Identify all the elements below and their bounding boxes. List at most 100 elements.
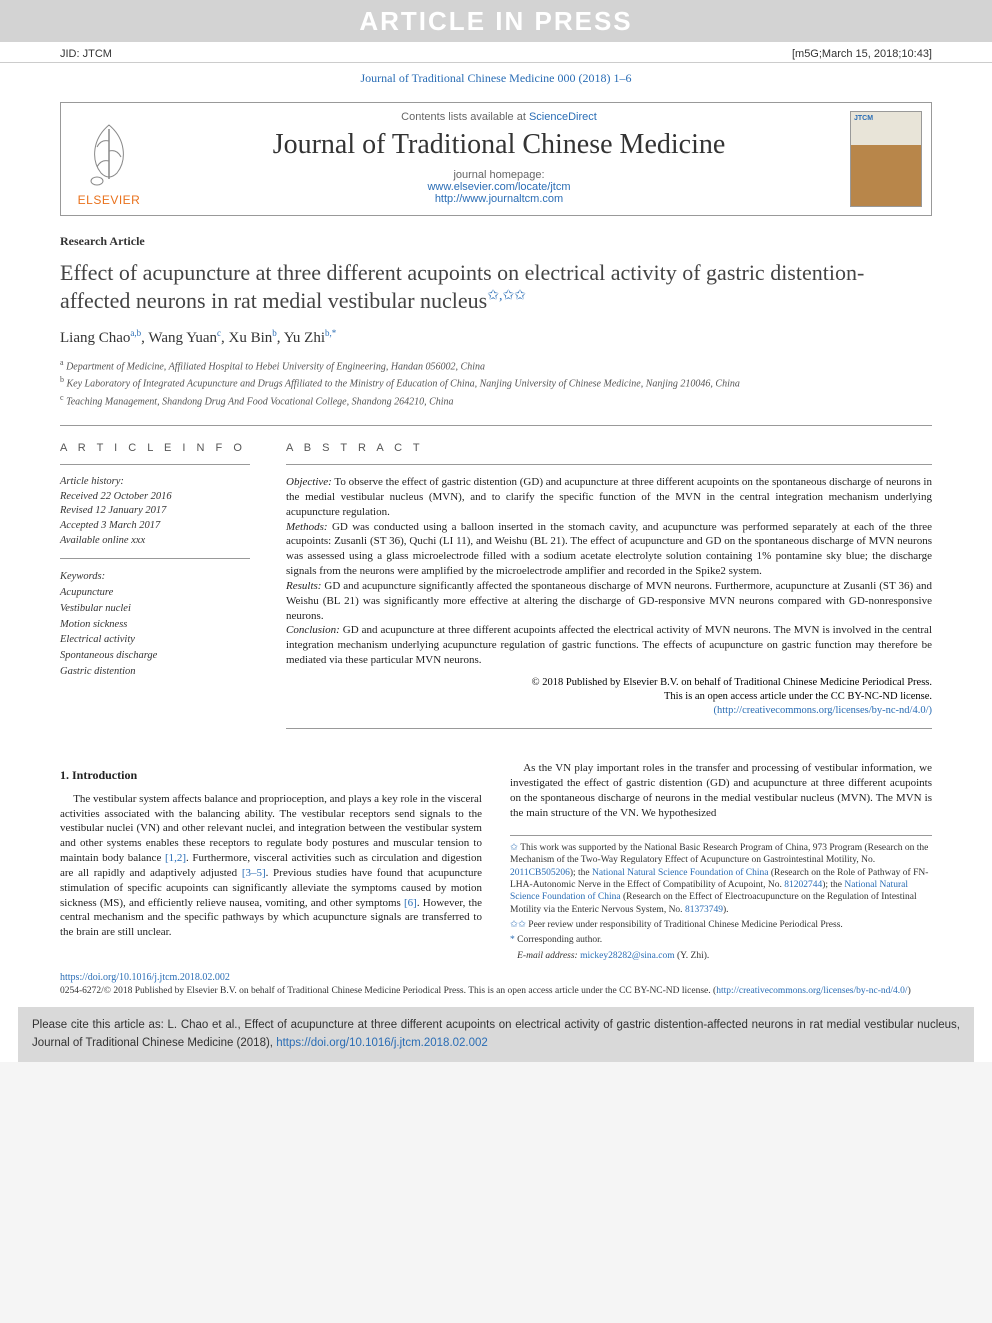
email-link[interactable]: mickey28282@sina.com — [580, 951, 675, 961]
homepage-block: journal homepage: www.elsevier.com/locat… — [165, 169, 833, 205]
author-1: Liang Chao — [60, 330, 130, 346]
abstract-text: Objective: To observe the effect of gast… — [286, 475, 932, 668]
article-content: Research Article Effect of acupuncture a… — [0, 216, 992, 962]
article-history: Article history: Received 22 October 201… — [60, 475, 250, 548]
affiliation-c: c Teaching Management, Shandong Drug And… — [60, 392, 932, 409]
grant-link-1[interactable]: 2011CB505206 — [510, 868, 570, 878]
watermark-banner: ARTICLE IN PRESS — [0, 0, 992, 42]
history-revised: Revised 12 January 2017 — [60, 504, 250, 519]
abs-results: GD and acupuncture significantly affecte… — [286, 580, 932, 622]
footnote-doublestar-icon: ✩✩ — [510, 920, 526, 930]
cover-label: JTCM — [854, 115, 873, 122]
title-text: Effect of acupuncture at three different… — [60, 260, 864, 313]
author-4: Yu Zhi — [284, 330, 325, 346]
fn-peer-text: Peer review under responsibility of Trad… — [528, 920, 843, 930]
contents-line: Contents lists available at ScienceDirec… — [165, 111, 833, 123]
footnote-email: E-mail address: mickey28282@sina.com (Y.… — [510, 950, 932, 962]
grant-link-2[interactable]: 81202744 — [784, 880, 822, 890]
keyword-1: Vestibular nuclei — [60, 601, 250, 617]
copyright-line-1: © 2018 Published by Elsevier B.V. on beh… — [286, 676, 932, 690]
abstract-rule-top — [286, 464, 932, 465]
affiliations: a Department of Medicine, Affiliated Hos… — [60, 357, 932, 409]
fn-corr-label: Corresponding author. — [517, 935, 602, 945]
page: ARTICLE IN PRESS JID: JTCM [m5G;March 15… — [0, 0, 992, 1062]
author-1-affil: a,b — [130, 328, 141, 338]
affiliation-c-text: Teaching Management, Shandong Drug And F… — [66, 396, 453, 407]
keyword-4: Spontaneous discharge — [60, 648, 250, 664]
body-columns: 1. Introduction The vestibular system af… — [60, 761, 932, 961]
footnote-funding: ✩ This work was supported by the Nationa… — [510, 842, 932, 916]
citation-box: Please cite this article as: L. Chao et … — [18, 1007, 974, 1062]
fn-m1: ); the — [570, 868, 592, 878]
introduction-heading: 1. Introduction — [60, 767, 482, 783]
elsevier-label: ELSEVIER — [78, 193, 141, 207]
keywords-block: Keywords: Acupuncture Vestibular nuclei … — [60, 569, 250, 679]
homepage-link-1[interactable]: www.elsevier.com/locate/jtcm — [165, 181, 833, 193]
ref-1-2[interactable]: [1,2] — [165, 852, 186, 864]
article-type-label: Research Article — [60, 234, 932, 249]
journal-title: Journal of Traditional Chinese Medicine — [165, 129, 833, 161]
cite-text: Please cite this article as: L. Chao et … — [32, 1019, 960, 1048]
license-close: ) — [908, 986, 911, 996]
license-link[interactable]: (http://creativecommons.org/licenses/by-… — [713, 705, 932, 716]
authors-line: Liang Chaoa,b, Wang Yuanc, Xu Binb, Yu Z… — [60, 328, 932, 347]
author-4-affil: b, — [325, 328, 332, 338]
keyword-2: Motion sickness — [60, 617, 250, 633]
nnsf-link-1[interactable]: National Natural Science Foundation of C… — [592, 868, 769, 878]
article-info-heading: a r t i c l e i n f o — [60, 442, 250, 454]
abs-objective-label: Objective: — [286, 476, 332, 488]
license-url[interactable]: http://creativecommons.org/licenses/by-n… — [716, 986, 907, 996]
abs-methods-label: Methods: — [286, 521, 328, 533]
homepage-link-2[interactable]: http://www.journaltcm.com — [165, 193, 833, 205]
doi-link[interactable]: https://doi.org/10.1016/j.jtcm.2018.02.0… — [60, 972, 230, 983]
copyright-block: © 2018 Published by Elsevier B.V. on beh… — [286, 676, 932, 719]
keyword-3: Electrical activity — [60, 632, 250, 648]
article-title: Effect of acupuncture at three different… — [60, 259, 932, 314]
fn-m3: ); the — [822, 880, 844, 890]
journal-reference: Journal of Traditional Chinese Medicine … — [0, 63, 992, 94]
affiliation-b-text: Key Laboratory of Integrated Acupuncture… — [67, 379, 740, 390]
info-rule-2 — [60, 558, 250, 559]
corresponding-mark: * — [332, 328, 337, 338]
keywords-label: Keywords: — [60, 569, 250, 585]
author-3-affil: b — [272, 328, 277, 338]
cite-doi-link[interactable]: https://doi.org/10.1016/j.jtcm.2018.02.0… — [276, 1037, 488, 1049]
cover-box: JTCM — [841, 103, 931, 215]
intro-paragraph-2: As the VN play important roles in the tr… — [510, 761, 932, 820]
footnotes: ✩ This work was supported by the Nationa… — [510, 835, 932, 962]
abs-conclusion-label: Conclusion: — [286, 624, 340, 636]
jid-row: JID: JTCM [m5G;March 15, 2018;10:43] — [0, 42, 992, 63]
history-accepted: Accepted 3 March 2017 — [60, 519, 250, 534]
email-label: E-mail address: — [517, 951, 578, 961]
abs-methods: GD was conducted using a balloon inserte… — [286, 521, 932, 578]
footnote-star-icon: ✩ — [510, 843, 518, 853]
jid-right: [m5G;March 15, 2018;10:43] — [792, 48, 932, 60]
info-rule-1 — [60, 464, 250, 465]
email-who: (Y. Zhi). — [675, 951, 710, 961]
abstract-rule-bottom — [286, 728, 932, 729]
sciencedirect-link[interactable]: ScienceDirect — [529, 111, 597, 123]
license-line: 0254-6272/© 2018 Published by Elsevier B… — [60, 985, 932, 997]
contents-prefix: Contents lists available at — [401, 111, 529, 123]
elsevier-tree-icon — [77, 117, 141, 189]
grant-link-3[interactable]: 81373749 — [685, 905, 723, 915]
ref-3-5[interactable]: [3–5] — [242, 867, 266, 879]
author-3: Xu Bin — [229, 330, 273, 346]
history-label: Article history: — [60, 475, 250, 490]
intro-paragraph-1: The vestibular system affects balance an… — [60, 792, 482, 940]
affiliation-a: a Department of Medicine, Affiliated Hos… — [60, 357, 932, 374]
keyword-0: Acupuncture — [60, 585, 250, 601]
author-2: Wang Yuan — [148, 330, 217, 346]
fn-pre: This work was supported by the National … — [510, 843, 928, 865]
abs-objective: To observe the effect of gastric distent… — [286, 476, 932, 518]
title-footnote-marks: ✩,✩✩ — [487, 288, 526, 303]
journal-header: ELSEVIER Contents lists available at Sci… — [60, 102, 932, 216]
abstract-heading: a b s t r a c t — [286, 442, 932, 454]
affiliation-b: b Key Laboratory of Integrated Acupunctu… — [60, 374, 932, 391]
author-2-affil: c — [217, 328, 221, 338]
abs-results-label: Results: — [286, 580, 321, 592]
homepage-prefix: journal homepage: — [453, 169, 544, 181]
ref-6[interactable]: [6] — [404, 897, 417, 909]
header-center: Contents lists available at ScienceDirec… — [157, 103, 841, 215]
license-text: 0254-6272/© 2018 Published by Elsevier B… — [60, 986, 716, 996]
